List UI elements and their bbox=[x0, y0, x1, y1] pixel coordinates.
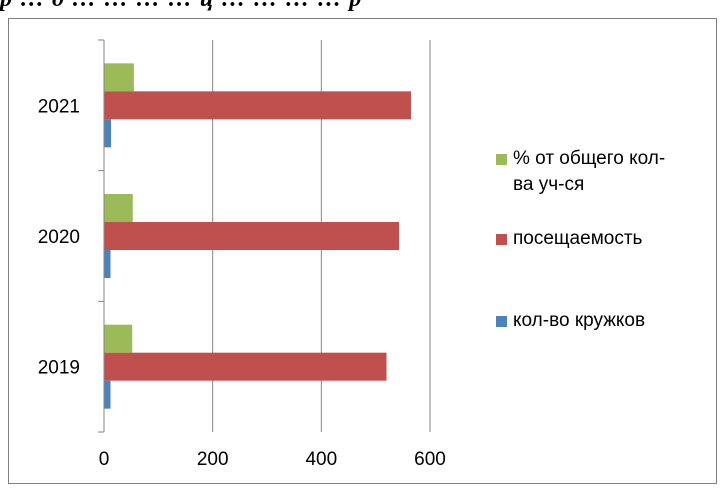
x-tick-label-600: 600 bbox=[414, 449, 446, 470]
legend-label-clubs: кол-во кружков bbox=[513, 310, 646, 331]
bar-2019-series-1 bbox=[104, 352, 387, 381]
bar-2020-series-2 bbox=[104, 194, 133, 222]
legend-swatch-percent bbox=[496, 154, 507, 165]
bar-2020-series-0 bbox=[104, 250, 111, 278]
legend-swatch-clubs bbox=[496, 316, 507, 327]
x-tick-label-200: 200 bbox=[197, 449, 229, 470]
bar-2021-series-0 bbox=[104, 119, 112, 148]
bar-2019-series-0 bbox=[104, 380, 111, 409]
y-tick-label-2019: 2019 bbox=[38, 358, 80, 379]
cropped-heading-text: р … д … … … … ц … … … … р bbox=[0, 0, 724, 16]
bar-2020-series-1 bbox=[104, 222, 400, 250]
legend-swatch-attendance bbox=[496, 234, 507, 245]
bar-2021-series-2 bbox=[104, 63, 134, 92]
y-tick-label-2020: 2020 bbox=[38, 227, 80, 248]
bar-2019-series-2 bbox=[104, 324, 133, 353]
bar-2021-series-1 bbox=[104, 91, 411, 120]
legend-label-attendance: посещаемость bbox=[513, 228, 643, 249]
legend-label-percent: % от общего кол- ва уч-ся bbox=[513, 148, 666, 195]
x-tick-label-400: 400 bbox=[305, 449, 337, 470]
x-tick-label-0: 0 bbox=[99, 449, 110, 470]
heading-fragment: р … д … … … … ц … … … … р bbox=[0, 0, 362, 12]
y-tick-label-2021: 2021 bbox=[38, 96, 80, 117]
